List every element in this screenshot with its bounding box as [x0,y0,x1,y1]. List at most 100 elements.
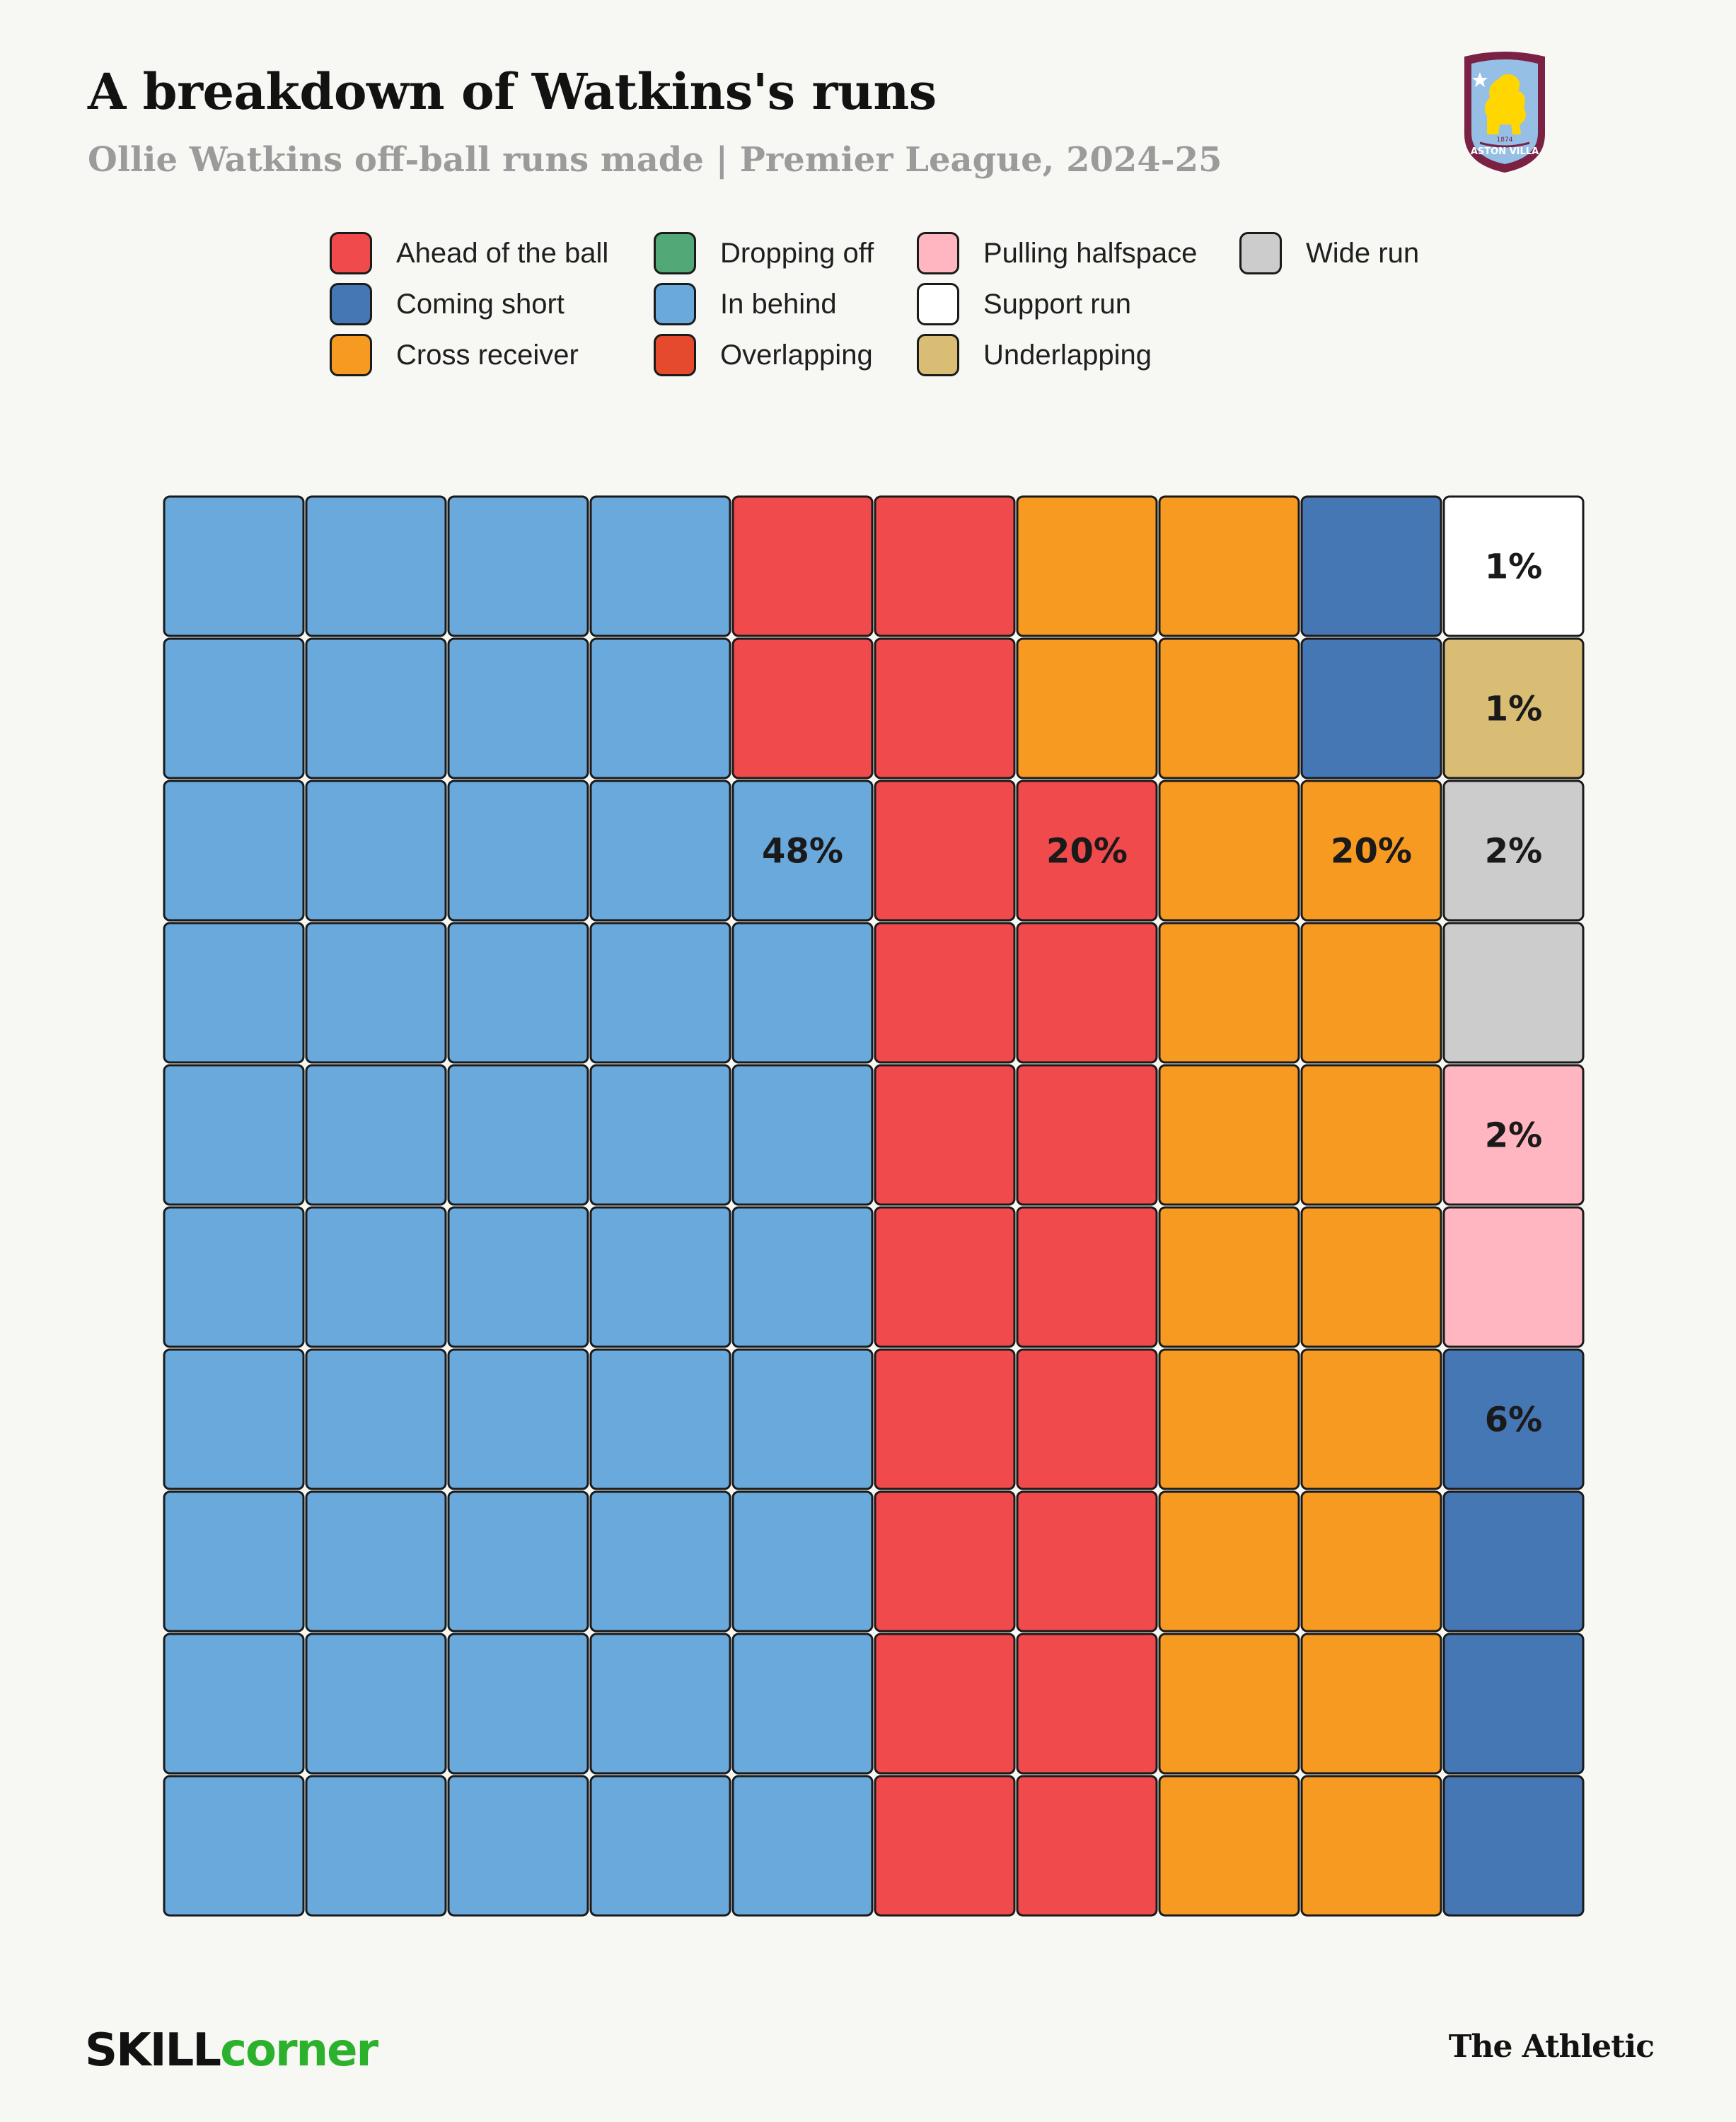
legend-swatch [1239,232,1282,274]
waffle-tile-in-behind [589,637,731,779]
waffle-tile-ahead-of-the-ball [1016,1633,1158,1775]
waffle-tile-coming-short [1300,637,1442,779]
legend-label: Dropping off [720,237,874,269]
waffle-tile-ahead-of-the-ball [874,1775,1016,1917]
waffle-tile-in-behind [589,1348,731,1490]
waffle-tile-cross-receiver [1158,495,1300,637]
legend-label: Underlapping [983,339,1152,371]
waffle-tile-in-behind [163,1348,305,1490]
waffle-label-support-run: 1% [1485,547,1543,587]
waffle-tile-ahead-of-the-ball [1016,779,1158,922]
waffle-tile-in-behind [305,1490,447,1633]
legend-item-pulling-halfspace: Pulling halfspace [917,231,1197,276]
waffle-tile-in-behind [447,1348,589,1490]
waffle-tile-ahead-of-the-ball [874,1633,1016,1775]
waffle-tile-coming-short [1442,1775,1585,1917]
waffle-tile-ahead-of-the-ball [874,495,1016,637]
waffle-tile-in-behind [163,1633,305,1775]
the-athletic-logo: The Athletic [1448,2029,1655,2065]
waffle-label-in-behind: 48% [762,832,843,871]
waffle-tile-pulling-halfspace [1442,1064,1585,1206]
legend-item-overlapping: Overlapping [654,332,873,378]
waffle-tile-support-run [1442,495,1585,637]
waffle-tile-coming-short [1442,1348,1585,1490]
waffle-tile-cross-receiver [1158,1064,1300,1206]
waffle-tile-coming-short [1442,1633,1585,1775]
waffle-tile-cross-receiver [1300,1206,1442,1348]
waffle-tile-cross-receiver [1158,922,1300,1064]
legend-label: Coming short [396,288,565,320]
legend-swatch [330,283,372,325]
waffle-tile-cross-receiver [1158,637,1300,779]
waffle-tile-ahead-of-the-ball [1016,1064,1158,1206]
waffle-tile-cross-receiver [1016,637,1158,779]
waffle-tile-in-behind [447,637,589,779]
waffle-tile-in-behind [305,1206,447,1348]
waffle-tile-coming-short [1442,1490,1585,1633]
waffle-tile-pulling-halfspace [1442,1206,1585,1348]
waffle-tile-cross-receiver [1158,1348,1300,1490]
waffle-tile-in-behind [731,1490,874,1633]
legend-item-wide-run: Wide run [1239,231,1419,276]
legend-swatch [917,334,959,376]
legend-item-support-run: Support run [917,282,1131,327]
waffle-tile-in-behind [589,922,731,1064]
waffle-tile-cross-receiver [1300,1490,1442,1633]
legend-item-cross-receiver: Cross receiver [330,332,579,378]
legend-item-coming-short: Coming short [330,282,565,327]
waffle-tile-in-behind [163,1064,305,1206]
legend-swatch [330,334,372,376]
waffle-tile-in-behind [731,922,874,1064]
waffle-tile-cross-receiver [1300,779,1442,922]
legend-item-underlapping: Underlapping [917,332,1152,378]
waffle-tile-in-behind [731,779,874,922]
waffle-tile-cross-receiver [1300,1633,1442,1775]
waffle-tile-in-behind [731,1775,874,1917]
waffle-tile-cross-receiver [1158,779,1300,922]
waffle-label-underlapping: 1% [1485,690,1543,729]
skillcorner-logo: SKILLcorner [85,2024,378,2077]
waffle-tile-in-behind [163,495,305,637]
legend-label: Cross receiver [396,339,579,371]
waffle-tile-in-behind [589,1206,731,1348]
waffle-tile-ahead-of-the-ball [1016,1348,1158,1490]
waffle-tile-in-behind [163,922,305,1064]
waffle-tile-in-behind [589,495,731,637]
waffle-tile-in-behind [305,1775,447,1917]
waffle-tile-ahead-of-the-ball [874,1348,1016,1490]
waffle-tile-in-behind [447,779,589,922]
waffle-label-pulling-halfspace: 2% [1485,1116,1543,1156]
waffle-tile-cross-receiver [1300,922,1442,1064]
waffle-tile-in-behind [731,1064,874,1206]
waffle-tile-wide-run [1442,779,1585,922]
crest-text: ASTON VILLA [1471,146,1539,157]
legend-swatch [330,232,372,274]
legend-item-dropping-off: Dropping off [654,231,874,276]
waffle-tile-in-behind [731,1633,874,1775]
legend-label: Support run [983,288,1132,320]
waffle-tile-underlapping [1442,637,1585,779]
waffle-tile-in-behind [305,495,447,637]
legend-swatch [917,232,959,274]
legend-label: Overlapping [720,339,873,371]
waffle-tile-in-behind [447,1490,589,1633]
legend: Ahead of the ball Coming short Cross recei… [330,231,1504,381]
waffle-tile-in-behind [163,1775,305,1917]
waffle-tile-in-behind [447,1633,589,1775]
waffle-tile-in-behind [305,779,447,922]
waffle-tile-cross-receiver [1158,1206,1300,1348]
waffle-tile-in-behind [305,922,447,1064]
legend-label: Ahead of the ball [396,237,609,269]
waffle-tile-ahead-of-the-ball [1016,1206,1158,1348]
waffle-tile-in-behind [589,1633,731,1775]
skillcorner-logo-skill: SKILL [85,2024,221,2077]
waffle-tile-ahead-of-the-ball [874,1490,1016,1633]
waffle-tile-in-behind [589,1490,731,1633]
chart-subtitle: Ollie Watkins off-ball runs made | Premi… [88,140,1222,180]
legend-swatch [654,334,696,376]
waffle-tile-in-behind [589,779,731,922]
waffle-tile-ahead-of-the-ball [1016,922,1158,1064]
waffle-tile-ahead-of-the-ball [874,637,1016,779]
waffle-tile-coming-short [1300,495,1442,637]
legend-swatch [654,283,696,325]
